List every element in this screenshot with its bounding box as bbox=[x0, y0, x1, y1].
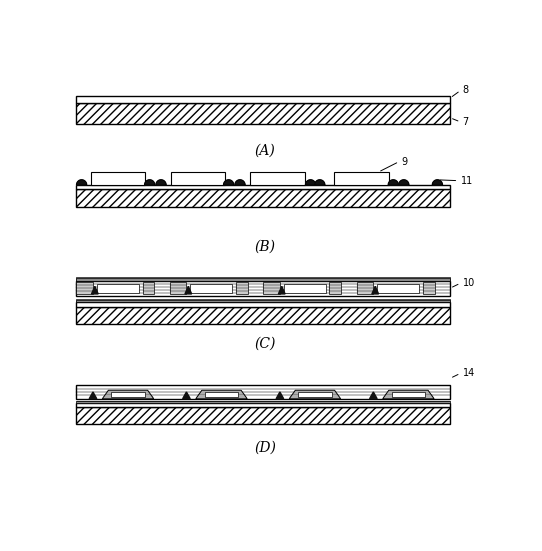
Bar bbox=[236, 283, 248, 294]
Bar bbox=[76, 104, 450, 124]
Polygon shape bbox=[156, 180, 166, 185]
Bar bbox=[357, 283, 373, 294]
Text: 11: 11 bbox=[461, 176, 473, 186]
Bar bbox=[96, 284, 139, 293]
Polygon shape bbox=[76, 180, 87, 185]
Polygon shape bbox=[433, 180, 442, 185]
Bar bbox=[76, 385, 450, 399]
Bar bbox=[76, 403, 450, 407]
Bar bbox=[377, 284, 419, 293]
Polygon shape bbox=[372, 287, 378, 294]
Bar bbox=[76, 283, 93, 294]
Bar bbox=[330, 283, 341, 294]
Bar bbox=[76, 281, 450, 296]
Polygon shape bbox=[196, 390, 247, 399]
Bar bbox=[170, 283, 186, 294]
Text: (D): (D) bbox=[254, 441, 276, 455]
Text: (B): (B) bbox=[255, 240, 276, 253]
Bar bbox=[76, 278, 450, 281]
Text: 10: 10 bbox=[463, 278, 475, 288]
Text: 8: 8 bbox=[463, 85, 469, 95]
Bar bbox=[171, 172, 225, 185]
Polygon shape bbox=[388, 180, 398, 185]
Text: 7: 7 bbox=[463, 117, 469, 127]
Bar bbox=[76, 302, 450, 307]
Bar bbox=[76, 407, 450, 424]
Bar bbox=[391, 392, 425, 397]
Polygon shape bbox=[185, 287, 192, 294]
Polygon shape bbox=[102, 390, 154, 399]
Text: (A): (A) bbox=[255, 144, 275, 158]
Bar bbox=[76, 307, 450, 323]
Bar bbox=[76, 299, 450, 300]
Bar bbox=[190, 284, 232, 293]
Bar bbox=[76, 185, 450, 189]
Bar bbox=[76, 96, 450, 104]
Polygon shape bbox=[383, 390, 434, 399]
Bar bbox=[334, 172, 389, 185]
Bar bbox=[76, 300, 450, 302]
Polygon shape bbox=[183, 392, 190, 399]
Polygon shape bbox=[89, 392, 97, 399]
Bar bbox=[205, 392, 238, 397]
Polygon shape bbox=[370, 392, 377, 399]
Text: (C): (C) bbox=[255, 337, 276, 351]
Bar bbox=[283, 284, 326, 293]
Polygon shape bbox=[276, 392, 283, 399]
Text: 9: 9 bbox=[401, 156, 408, 166]
Polygon shape bbox=[279, 287, 285, 294]
Bar bbox=[143, 283, 154, 294]
Bar bbox=[298, 392, 332, 397]
Bar bbox=[263, 283, 280, 294]
Bar bbox=[76, 189, 450, 207]
Polygon shape bbox=[289, 390, 340, 399]
Text: 14: 14 bbox=[463, 368, 475, 379]
Polygon shape bbox=[92, 287, 98, 294]
Bar bbox=[250, 172, 305, 185]
Polygon shape bbox=[315, 180, 325, 185]
Bar bbox=[423, 283, 435, 294]
Bar bbox=[76, 401, 450, 403]
Bar bbox=[111, 392, 145, 397]
Polygon shape bbox=[235, 180, 245, 185]
Bar bbox=[91, 172, 145, 185]
Polygon shape bbox=[306, 180, 315, 185]
Polygon shape bbox=[399, 180, 409, 185]
Bar bbox=[76, 277, 450, 278]
Polygon shape bbox=[224, 180, 234, 185]
Polygon shape bbox=[145, 180, 154, 185]
